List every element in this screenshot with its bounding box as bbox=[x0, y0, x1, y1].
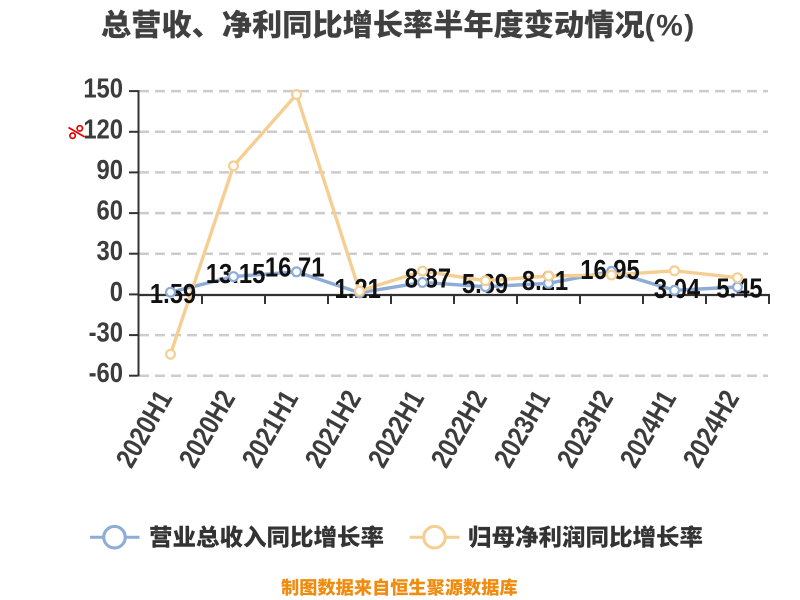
svg-text:2024H1: 2024H1 bbox=[613, 385, 683, 473]
svg-text:-60: -60 bbox=[89, 356, 123, 388]
svg-text:90: 90 bbox=[97, 153, 123, 185]
svg-text:60: 60 bbox=[97, 194, 123, 226]
svg-text:2024H2: 2024H2 bbox=[676, 385, 746, 473]
svg-text:2022H1: 2022H1 bbox=[361, 385, 431, 473]
svg-text:150: 150 bbox=[83, 72, 123, 104]
svg-text:120: 120 bbox=[83, 112, 123, 144]
svg-text:2020H2: 2020H2 bbox=[172, 385, 242, 473]
svg-text:2023H1: 2023H1 bbox=[487, 385, 557, 473]
svg-text:30: 30 bbox=[97, 234, 123, 266]
svg-text:(%): (%) bbox=[645, 10, 696, 43]
svg-text:-30: -30 bbox=[89, 316, 123, 348]
svg-text:2021H2: 2021H2 bbox=[298, 385, 368, 473]
svg-text:2020H1: 2020H1 bbox=[109, 385, 179, 473]
svg-text:2023H2: 2023H2 bbox=[550, 385, 620, 473]
svg-text:2022H2: 2022H2 bbox=[424, 385, 494, 473]
svg-text:8.87: 8.87 bbox=[405, 262, 451, 294]
svg-text:0: 0 bbox=[110, 275, 123, 307]
svg-text:2021H1: 2021H1 bbox=[235, 385, 305, 473]
